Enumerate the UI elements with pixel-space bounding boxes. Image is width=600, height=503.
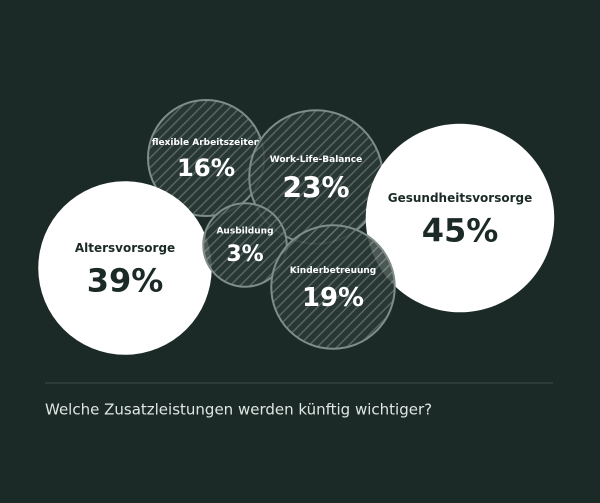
bubble-label: Work-Life-Balance (270, 155, 362, 165)
bubble-label: flexible Arbeitszeiten (152, 138, 260, 148)
bubble (270, 224, 396, 350)
bubble-value-label: 16% (177, 153, 235, 182)
bubble-label: Ausbildung (216, 226, 273, 236)
caption: Welche Zusatzleistungen werden künftig w… (45, 401, 432, 419)
bubble (365, 123, 555, 313)
bubble-label: Kinderbetreuung (290, 266, 377, 276)
bubble-label: Gesundheitsvorsorge (388, 191, 533, 205)
bubble-value-label: 3% (226, 242, 263, 267)
bubble-group: flexible Arbeitszeiten 16% Work-Life-Balan… (38, 99, 555, 355)
bubble-value-label: 19% (302, 283, 364, 313)
bubble-value-label: 23% (282, 172, 349, 205)
bubble-value-label: 39% (87, 261, 164, 299)
bubble (38, 181, 212, 355)
bubble-value-label: 45% (422, 211, 499, 249)
bubble-label: Altersvorsorge (75, 241, 175, 255)
